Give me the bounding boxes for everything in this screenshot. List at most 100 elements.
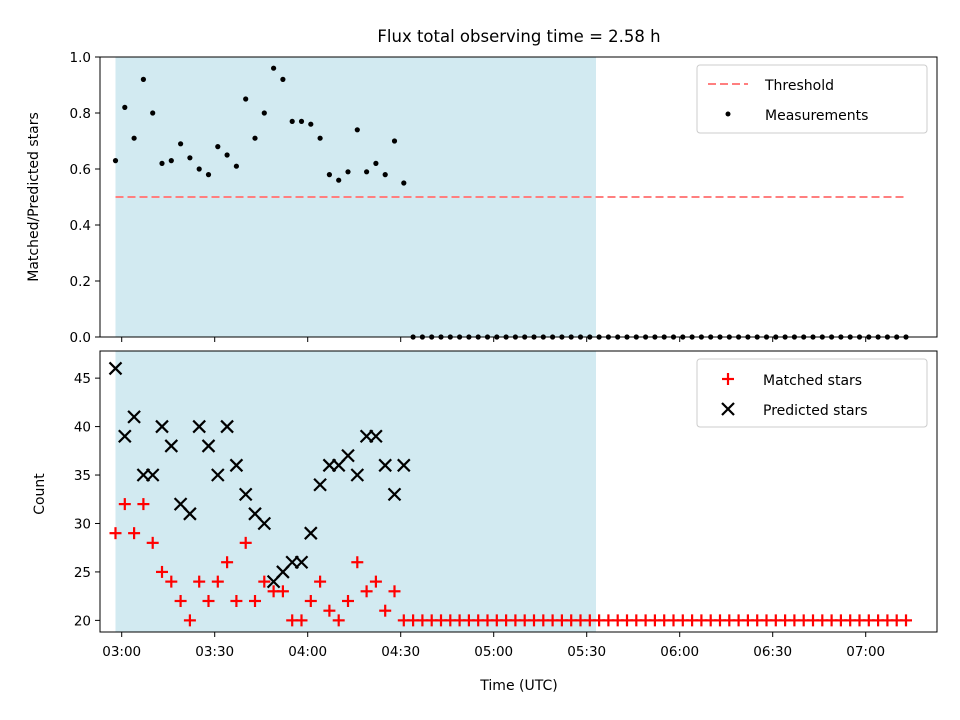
matched-star-point xyxy=(165,575,178,588)
legend-measurements-swatch xyxy=(725,111,731,117)
y-tick-label: 1.0 xyxy=(70,50,91,66)
predicted-star-point xyxy=(238,487,253,502)
matched-star-point xyxy=(379,604,392,617)
measurement-point xyxy=(317,135,323,141)
x-stroke-b xyxy=(369,429,383,444)
x-stroke-b xyxy=(201,439,216,453)
x-stroke-b xyxy=(350,468,365,482)
matched-star-point xyxy=(258,575,271,588)
predicted-star-point xyxy=(378,458,392,473)
predicted-star-point xyxy=(108,361,123,376)
measurement-point xyxy=(345,169,351,175)
legend-threshold-label: Threshold xyxy=(764,78,834,94)
x-stroke-b xyxy=(127,410,141,424)
matched-star-point xyxy=(230,594,243,607)
x-stroke-b xyxy=(145,468,160,482)
predicted-star-point xyxy=(257,516,272,531)
x-tick-label: 03:30 xyxy=(195,644,234,660)
y-tick-label: 20 xyxy=(74,613,91,629)
predicted-star-point xyxy=(313,477,327,492)
measurement-point xyxy=(308,121,314,127)
matched-star-point xyxy=(128,527,141,540)
measurement-point xyxy=(131,135,137,141)
y-tick-label: 30 xyxy=(74,516,91,532)
matched-star-point xyxy=(118,498,131,511)
x-stroke-b xyxy=(304,526,318,540)
x-stroke-b xyxy=(257,516,272,531)
y-axis-title-count: Count xyxy=(32,473,48,515)
matched-star-point xyxy=(174,594,187,607)
x-tick-label: 05:30 xyxy=(567,644,606,660)
measurement-point xyxy=(112,158,119,164)
x-stroke-b xyxy=(387,487,402,502)
predicted-star-point xyxy=(304,526,318,540)
measurement-point xyxy=(187,155,193,161)
panel-frame-bottom xyxy=(99,350,938,633)
measurement-point xyxy=(326,172,332,178)
legend-top: Threshold Measurements xyxy=(696,64,928,134)
predicted-star-point xyxy=(294,555,309,570)
x-stroke-b xyxy=(164,439,179,453)
measurement-point xyxy=(271,65,277,71)
predicted-star-point xyxy=(387,487,402,502)
predicted-star-point xyxy=(350,468,365,482)
matched-star-point xyxy=(193,575,206,588)
x-stroke-b xyxy=(238,487,253,502)
x-stroke-b xyxy=(220,419,234,434)
measurement-point xyxy=(178,141,184,147)
panel-count: 20 25 30 35 40 45 03:00 03:30 04:00 04:30 05:00 05… xyxy=(32,350,938,660)
x-tick-label: 04:30 xyxy=(381,644,420,660)
predicted-star-point xyxy=(192,419,206,434)
predicted-star-point xyxy=(229,458,244,473)
measurement-point xyxy=(261,110,267,116)
predicted-star-point xyxy=(155,419,169,434)
predicted-star-point xyxy=(220,419,234,434)
matched-star-point xyxy=(146,536,159,549)
measurement-point xyxy=(289,118,295,124)
measurement-point xyxy=(196,166,202,172)
measurement-point xyxy=(150,110,156,116)
matched-star-point xyxy=(900,614,912,627)
matched-star-point xyxy=(137,498,150,511)
measurement-point xyxy=(159,160,165,166)
plot-layer-bottom xyxy=(108,361,912,627)
x-tick-label: 07:00 xyxy=(846,644,885,660)
y-tick-label: 0.2 xyxy=(70,274,91,290)
x-tick-label: 04:00 xyxy=(288,644,327,660)
legend-matched-swatch xyxy=(722,373,734,385)
x-stroke-b xyxy=(108,361,123,376)
legend-frame-top xyxy=(696,64,928,134)
y-tick-label: 35 xyxy=(74,468,91,484)
measurement-point xyxy=(224,152,230,158)
y-tick-label: 0.6 xyxy=(70,162,91,178)
legend-frame-bottom xyxy=(696,358,928,428)
x-stroke-b xyxy=(155,419,169,434)
matched-star-point xyxy=(156,565,168,578)
matched-star-point xyxy=(332,614,345,627)
matched-star-point xyxy=(304,594,317,607)
matched-star-point xyxy=(351,556,364,569)
matched-star-point xyxy=(109,527,122,540)
matched-star-point xyxy=(239,536,252,549)
measurement-point xyxy=(382,172,388,178)
y-tick-label: 0.8 xyxy=(70,106,91,122)
observing-window-shade-bottom xyxy=(115,351,596,632)
matched-star-point xyxy=(360,585,373,598)
ytick-layer-top: 0.0 0.2 0.4 0.6 0.8 1.0 xyxy=(70,50,100,346)
predicted-star-point xyxy=(211,468,225,482)
x-stroke-b xyxy=(294,555,309,570)
x-tick-label: 03:00 xyxy=(102,644,141,660)
measurement-point xyxy=(280,76,286,82)
measurement-point xyxy=(140,76,146,82)
predicted-star-point xyxy=(118,429,132,444)
y-tick-label: 0.0 xyxy=(70,330,91,346)
y-tick-label: 45 xyxy=(74,371,91,387)
legend-predicted-label: Predicted stars xyxy=(763,403,868,419)
x-tick-label: 06:00 xyxy=(660,644,699,660)
predicted-star-point xyxy=(369,429,383,444)
measurement-point xyxy=(252,135,258,141)
xtick-layer-bottom: 03:00 03:30 04:00 04:30 05:00 05:30 06:00 06:30… xyxy=(102,632,885,660)
matched-star-point xyxy=(202,594,215,607)
predicted-star-point xyxy=(201,439,216,453)
